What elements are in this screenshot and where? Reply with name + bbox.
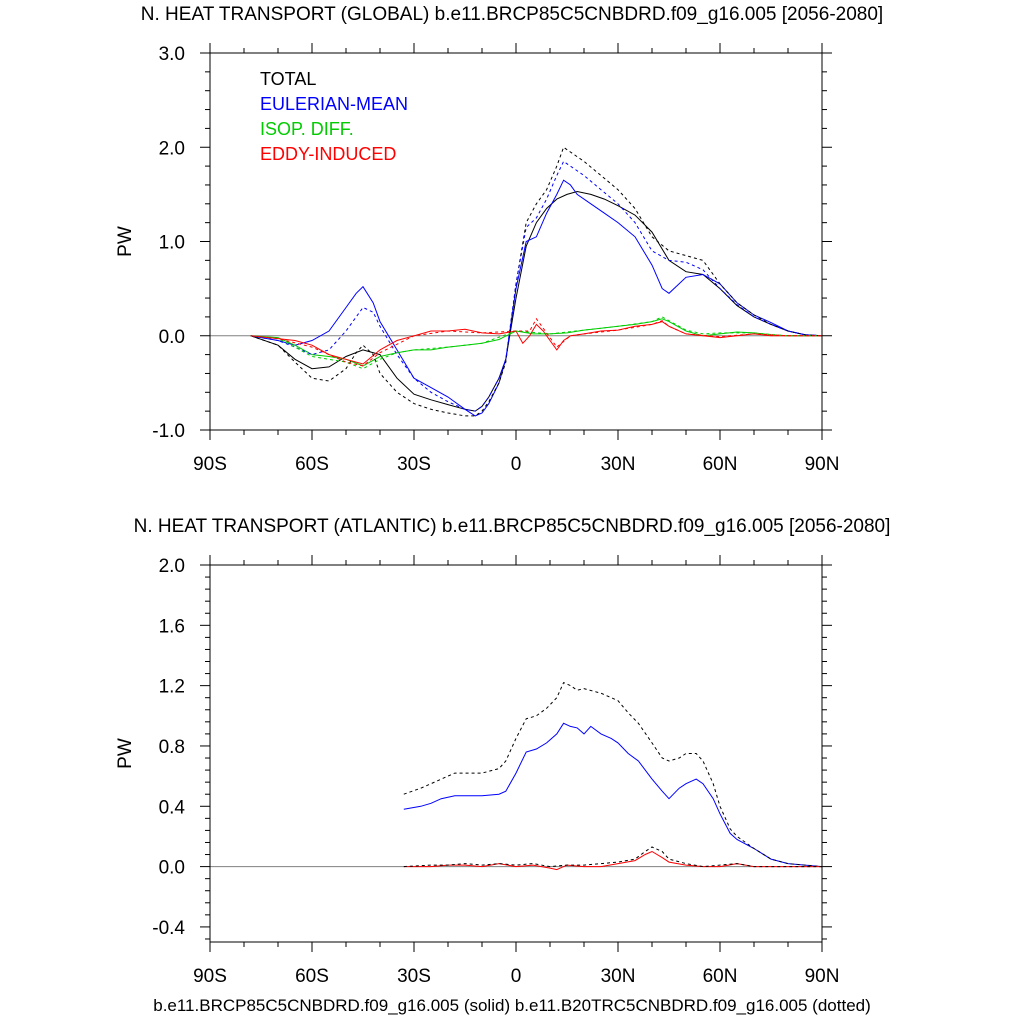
plot-frame-atlantic <box>209 564 823 943</box>
x-tick-label-atlantic: 60S <box>295 966 329 987</box>
series-line-atlantic-eulerian-mean <box>403 722 823 868</box>
y-tick-label-atlantic: -0.4 <box>152 918 185 939</box>
plot-atlantic: 90S 60S 30S 0 30N 60N 90N -0.4 0.0 0.4 0.8 1.2 1.6 2.… <box>115 555 839 987</box>
x-tick-label-global: 0 <box>511 454 522 475</box>
series-line-atlantic-eddy-induced-dotted <box>403 846 822 868</box>
y-axis-label-global: PW <box>115 226 136 257</box>
series-line-atlantic-eulerian-mean-dotted <box>403 681 823 868</box>
plot-global: 90S 60S 30S 0 30N 60N 90N -1.0 0.0 1.0 2.0 3.0 PW TOT… <box>115 43 839 475</box>
series-line-global-total-dotted <box>250 146 823 417</box>
legend-entry-isop-diff: ISOP. DIFF. <box>260 119 354 139</box>
y-tick-label-global: 2.0 <box>159 138 185 159</box>
legend-entry-total: TOTAL <box>260 69 316 89</box>
x-tick-label-atlantic: 60N <box>703 966 738 987</box>
y-tick-label-atlantic: 0.0 <box>159 858 185 879</box>
x-tick-label-atlantic: 90S <box>193 966 227 987</box>
legend-entry-eulerian-mean: EULERIAN-MEAN <box>260 94 408 114</box>
y-tick-label-atlantic: 0.4 <box>159 797 186 818</box>
series-line-global-eulerian-mean-dotted <box>250 160 823 412</box>
y-axis-label-atlantic: PW <box>115 738 136 769</box>
x-tick-label-atlantic: 0 <box>511 966 522 987</box>
y-tick-label-global: 3.0 <box>159 44 185 65</box>
x-tick-label-global: 60S <box>295 454 329 475</box>
x-tick-label-global: 30S <box>397 454 431 475</box>
series-line-global-isop-diff <box>250 318 822 367</box>
chart-title-atlantic: N. HEAT TRANSPORT (ATLANTIC) b.e11.BRCP8… <box>133 516 891 537</box>
x-tick-label-atlantic: 90N <box>805 966 840 987</box>
x-tick-label-global: 30N <box>601 454 636 475</box>
y-tick-label-atlantic: 2.0 <box>159 556 185 577</box>
y-tick-label-global: -1.0 <box>152 421 185 442</box>
x-tick-label-atlantic: 30N <box>601 966 636 987</box>
x-tick-label-global: 90S <box>193 454 227 475</box>
y-tick-label-atlantic: 0.8 <box>159 737 185 758</box>
x-tick-label-atlantic: 30S <box>397 966 431 987</box>
y-tick-label-atlantic: 1.2 <box>159 677 185 698</box>
legend-entry-eddy-induced: EDDY-INDUCED <box>260 144 396 164</box>
y-tick-label-atlantic: 1.6 <box>159 616 185 637</box>
series-line-global-total <box>250 190 823 412</box>
series-line-global-eddy-induced <box>250 321 822 365</box>
chart-title-global: N. HEAT TRANSPORT (GLOBAL) b.e11.BRCP85C… <box>140 4 884 25</box>
x-tick-label-global: 90N <box>805 454 840 475</box>
series-line-global-eddy-induced-dotted <box>250 317 822 367</box>
x-tick-label-global: 60N <box>703 454 738 475</box>
y-tick-label-global: 0.0 <box>159 327 185 348</box>
series-line-global-eulerian-mean <box>250 179 823 417</box>
y-tick-label-global: 1.0 <box>159 233 185 254</box>
footer-caption: b.e11.BRCP85C5CNBDRD.f09_g16.005 (solid)… <box>153 996 871 1015</box>
